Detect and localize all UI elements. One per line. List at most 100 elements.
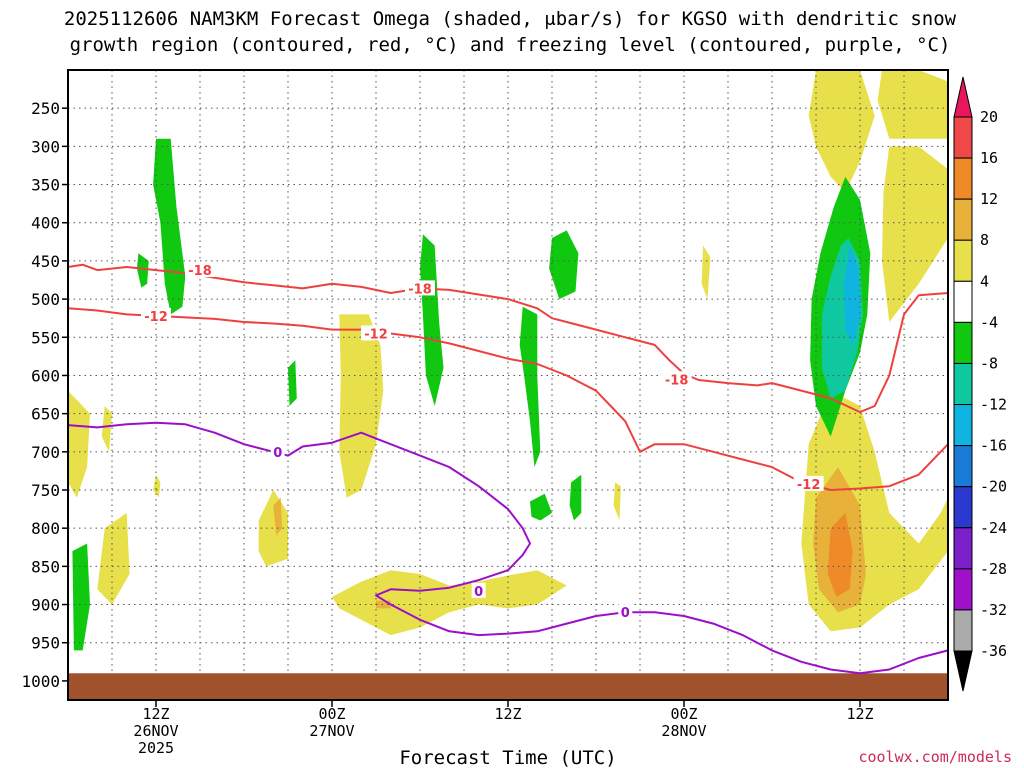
omega-yellow-43z (613, 482, 621, 521)
colorbar-swatch-8 (953, 445, 973, 488)
omega-yellow-top-right (877, 70, 948, 139)
chart-title-line1: 2025112606 NAM3KM Forecast Omega (shaded… (64, 8, 957, 30)
contour-label-freezing-level-0-7: 0 (474, 585, 483, 600)
x-tick-label-3-2: 28NOV (661, 722, 706, 740)
x-tick-label-1-1: 00Z (318, 705, 345, 723)
colorbar-bottom-arrow (953, 650, 973, 692)
colorbar-swatch-10 (953, 527, 973, 570)
colorbar-label-13: -36 (980, 642, 1007, 660)
y-tick-label-950: 950 (31, 634, 60, 653)
colorbar-swatch-11 (953, 568, 973, 611)
omega-yellow-surface-band (332, 570, 567, 636)
contour-label-dendritic-minus12-4: -12 (364, 327, 388, 342)
omega-green-left-bottom (72, 543, 90, 651)
omega-green-39z (549, 230, 579, 300)
colorbar-label-6: -8 (980, 354, 998, 372)
colorbar-label-10: -24 (980, 519, 1007, 537)
omega-orange-20z (273, 497, 283, 536)
contour-label-bg-6 (270, 443, 285, 459)
contour-label-bg-1 (405, 280, 435, 296)
colorbar-top-arrow (953, 76, 973, 118)
y-tick-label-700: 700 (31, 443, 60, 462)
colorbar-swatch-9 (953, 486, 973, 529)
y-tick-label-900: 900 (31, 596, 60, 615)
contour-label-bg-2 (661, 371, 692, 387)
contour-label-dendritic-minus18-2: -18 (665, 373, 689, 388)
x-tick-label-3-1: 00Z (670, 705, 697, 723)
omega-green-12z-column (153, 138, 186, 315)
contour-label-bg-0 (185, 262, 215, 278)
omega-green-30z (420, 234, 444, 406)
omega-yellow-right-mid (882, 146, 948, 322)
x-tick-label-0-3: 2025 (138, 739, 174, 757)
terrain-surface (68, 673, 948, 700)
colorbar-label-11: -28 (980, 560, 1007, 578)
y-tick-label-350: 350 (31, 176, 60, 195)
colorbar-swatch-7 (953, 404, 973, 447)
x-tick-label-0-1: 12Z (142, 705, 169, 723)
colorbar-label-3: 8 (980, 231, 989, 249)
colorbar-swatch-5 (953, 321, 973, 364)
omega-yellow-left-tiny (153, 474, 161, 498)
colorbar-swatch-0 (953, 116, 973, 159)
contour-label-dendritic-minus18-1: -18 (408, 282, 432, 297)
y-tick-label-850: 850 (31, 557, 60, 576)
y-tick-label-600: 600 (31, 366, 60, 385)
contour-label-freezing-level-0-6: 0 (273, 446, 282, 461)
y-tick-label-550: 550 (31, 328, 60, 347)
contour-label-freezing-level-0-8: 0 (621, 606, 630, 621)
omega-yellow-00z-column (339, 314, 384, 498)
contour-label-bg-7 (471, 582, 486, 598)
colorbar-swatch-6 (953, 362, 973, 406)
contour-label-dendritic-minus12-5: -12 (797, 478, 821, 493)
y-tick-label-250: 250 (31, 99, 60, 118)
colorbar-swatch-4 (953, 280, 973, 323)
colorbar-swatch-3 (953, 239, 973, 282)
dendritic-minus12-line (67, 307, 949, 491)
y-tick-label-300: 300 (31, 137, 60, 156)
y-tick-label-450: 450 (31, 252, 60, 271)
y-tick-label-500: 500 (31, 290, 60, 309)
contour-label-dendritic-minus18-0: -18 (188, 264, 212, 279)
contour-label-bg-3 (141, 307, 171, 323)
contour-label-bg-5 (793, 475, 824, 491)
y-tick-label-650: 650 (31, 405, 60, 424)
omega-yellow-left-low (68, 390, 90, 498)
omega-yellow-left-lower (97, 512, 130, 605)
x-tick-label-1-2: 27NOV (309, 722, 354, 740)
colorbar-label-12: -32 (980, 601, 1007, 619)
contour-label-dendritic-minus12-3: -12 (144, 310, 168, 325)
colorbar-label-1: 16 (980, 149, 998, 167)
x-tick-label-4-1: 12Z (846, 705, 873, 723)
y-tick-label-400: 400 (31, 214, 60, 233)
omega-yellow-narrow-upper-left (701, 245, 711, 300)
colorbar-label-2: 12 (980, 190, 998, 208)
colorbar-label-5: -4 (980, 313, 998, 331)
contour-label-bg-8 (618, 604, 633, 620)
contour-label-bg-4 (361, 325, 391, 341)
colorbar-swatch-12 (953, 609, 973, 652)
omega-yellow-far-right-upper (808, 70, 875, 193)
colorbar-label-4: 4 (980, 272, 989, 290)
x-tick-label-0-2: 26NOV (133, 722, 178, 740)
omega-yellow-left-mid (101, 406, 112, 452)
x-tick-label-2-1: 12Z (494, 705, 521, 723)
omega-cyan-core-right (843, 245, 860, 345)
colorbar-label-0: 20 (980, 108, 998, 126)
colorbar-label-9: -20 (980, 478, 1007, 496)
dendritic-minus18-line (67, 263, 949, 414)
colorbar-label-8: -16 (980, 437, 1007, 455)
omega-green-tiny-12z (136, 253, 149, 288)
credit-text: coolwx.com/models (858, 748, 1012, 766)
y-tick-label-1000: 1000 (21, 672, 60, 691)
omega-dark-orange-right (827, 512, 853, 597)
y-tick-label-800: 800 (31, 519, 60, 538)
omega-green-22z (288, 360, 297, 406)
omega-green-37z (519, 306, 541, 468)
colorbar-swatch-1 (953, 157, 973, 200)
omega-green-40z-low (569, 474, 582, 521)
x-axis-title: Forecast Time (UTC) (399, 747, 616, 768)
omega-green-38z-low (530, 493, 552, 521)
y-tick-label-750: 750 (31, 481, 60, 500)
